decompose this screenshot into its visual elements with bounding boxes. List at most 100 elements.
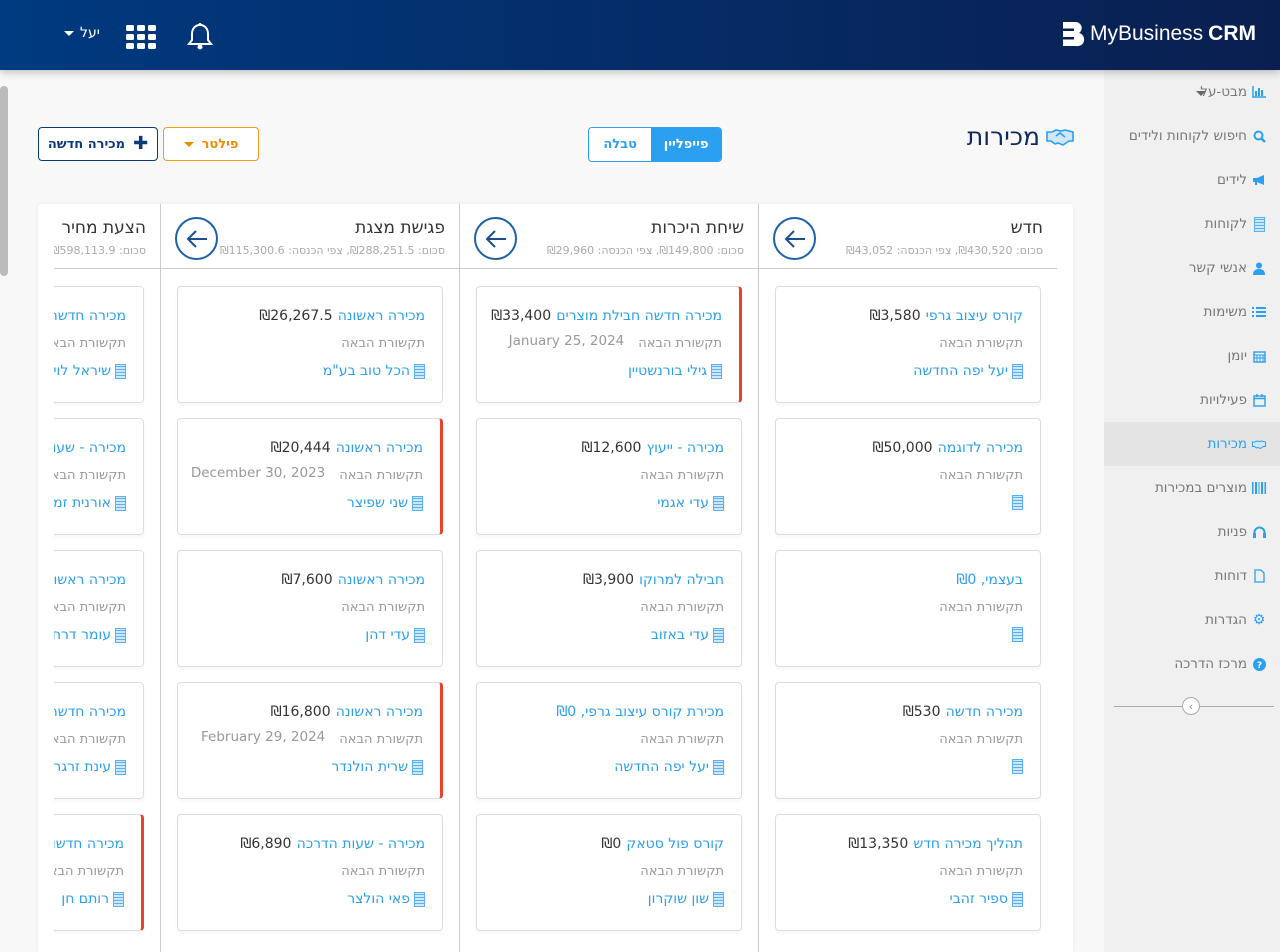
deal-card[interactable]: תהליך מכירה חדש ₪13,350 תקשורת הבאה ספיר… [775,814,1041,931]
building-icon [414,627,425,643]
deal-card[interactable]: מכירה - שעות הדרכה ₪6,890 תקשורת הבאה פא… [177,814,443,931]
column-header: שיחת היכרות סכום: ₪149,800, צפי הכנסה: ₪… [460,204,758,269]
deal-card[interactable]: מכירה ראשונה ₪20,444 תקשורת הבאה December… [177,418,443,535]
apps-grid-icon[interactable] [126,25,156,49]
deal-title[interactable]: קורס עיצוב גרפי [925,308,1023,324]
deal-card[interactable]: מכירה חדשה חבילת מוצרים ₪33,400 תקשורת ה… [476,286,742,403]
sidebar-item-13[interactable]: ? מרכז הדרכה [1104,642,1280,686]
deal-card[interactable]: מכירת קורס עיצוב גרפי, ₪0 תקשורת הבאה יע… [476,682,742,799]
company-link[interactable]: יעל יפה החדשה [487,759,724,775]
company-link[interactable]: עינת זרגר [54,759,126,775]
deal-card[interactable]: מכירה ראשונה ₪26,267.5 תקשורת הבאה הכל ט… [177,286,443,403]
deal-title[interactable]: מכירת קורס עיצוב גרפי, ₪0 [556,704,724,720]
sidebar-item-5[interactable]: משימות [1104,290,1280,334]
sidebar-item-2[interactable]: לידים [1104,158,1280,202]
company-link[interactable]: אורנית זמ [54,495,126,511]
deal-card[interactable]: מכירה ראשונה ₪7,600 תקשורת הבאה עדי דהן [177,550,443,667]
deal-card[interactable]: מכירה לדוגמה ₪50,000 תקשורת הבאה [775,418,1041,535]
sidebar-item-11[interactable]: דוחות [1104,554,1280,598]
caret-down-icon [64,30,74,36]
deal-title[interactable]: חבילה למרוקו [639,572,724,588]
bell-icon[interactable] [186,22,214,52]
deal-title[interactable]: מכירה - ייעוץ [646,440,724,456]
company-link[interactable] [786,627,1023,642]
building-icon [115,495,126,511]
sidebar-item-1[interactable]: חיפוש לקוחות ולידים [1104,114,1280,158]
sidebar-item-3[interactable]: לקוחות [1104,202,1280,246]
sidebar-item-7[interactable]: פעילויות [1104,378,1280,422]
deal-card[interactable]: מכירה חדשה תקשורת הבאה עינת זרגר [54,682,144,799]
deal-title[interactable]: תהליך מכירה חדש [913,836,1023,852]
company-link[interactable]: רותם חן [54,891,124,907]
sidebar-item-12[interactable]: ⚙ הגדרות [1104,598,1280,642]
company-link[interactable]: הכל טוב בע"מ [188,363,425,379]
company-link[interactable]: שיראל לוי [54,363,126,379]
deal-card[interactable]: מכירה - שעו תקשורת הבאה אורנית זמ [54,418,144,535]
company-link[interactable]: שני שפיצר [188,495,423,511]
sidebar-item-8[interactable]: מכירות [1104,422,1280,466]
deal-title[interactable]: מכירה חדשה [945,704,1023,720]
company-link[interactable]: עומר דרח [54,627,126,643]
user-menu[interactable]: יעל [64,25,100,41]
deal-title[interactable]: מכירה לדוגמה [937,440,1023,456]
caret-down-icon[interactable] [1196,91,1206,96]
column-header: הצעת מחיר סכום: ₪598,113.9 [54,204,160,269]
deal-card[interactable]: קורס פול סטאק ₪0 תקשורת הבאה שון שוקרון [476,814,742,931]
company-link[interactable]: פאי הולצר [188,891,425,907]
table-view-button[interactable]: טבלה [589,128,652,161]
arrow-left-icon[interactable] [175,217,218,260]
deal-title[interactable]: מכירה חדשה [54,308,126,324]
sidebar-item-4[interactable]: אנשי קשר [1104,246,1280,290]
sidebar-item-6[interactable]: יומן [1104,334,1280,378]
sidebar-item-0[interactable]: מבט-על [1104,70,1280,114]
company-name: שון שוקרון [647,891,709,907]
deal-card[interactable]: מכירה ראשונה ₪16,800 תקשורת הבאה February… [177,682,443,799]
company-link[interactable]: עדי דהן [188,627,425,643]
deal-title[interactable]: מכירה ראשונה [335,704,423,720]
sidebar-item-10[interactable]: פניות [1104,510,1280,554]
company-name: עינת זרגר [54,759,111,775]
deal-title[interactable]: מכירה חדשה חבילת מוצרים [556,308,722,324]
company-name: שני שפיצר [346,495,408,511]
deal-title[interactable]: מכירה - שעות הדרכה [296,836,425,852]
deal-title[interactable]: מכירה - שעו [54,440,126,456]
deal-title[interactable]: בעצמי, ₪0 [956,572,1023,588]
company-link[interactable]: ספיר זהבי [786,891,1023,907]
deal-card[interactable]: מכירה חדשה ₪530 תקשורת הבאה [775,682,1041,799]
company-link[interactable]: עדי באזוב [487,627,724,643]
deal-card[interactable]: מכירה - ייעוץ ₪12,600 תקשורת הבאה עדי אג… [476,418,742,535]
company-link[interactable] [786,759,1023,774]
deal-card[interactable]: מכירה ראשו תקשורת הבאה עומר דרח [54,550,144,667]
next-contact-label: תקשורת הבאה [339,468,423,483]
filter-button[interactable]: פילטר [163,127,259,161]
deal-card[interactable]: קורס עיצוב גרפי ₪3,580 תקשורת הבאה יעל י… [775,286,1041,403]
deal-title[interactable]: מכירה חדשה [54,704,126,720]
deal-title[interactable]: מכירה חדשו [54,836,124,852]
arrow-left-icon[interactable] [773,217,816,260]
logo[interactable]: MyBusiness CRM [1061,20,1256,48]
sidebar-item-9[interactable]: מוצרים במכירות [1104,466,1280,510]
deal-title[interactable]: מכירה ראשו [54,572,126,588]
pipeline-view-button[interactable]: פייפליין [651,128,721,161]
pipeline-column: שיחת היכרות סכום: ₪149,800, צפי הכנסה: ₪… [459,204,758,952]
new-sale-button[interactable]: ✚ מכירה חדשה [38,127,158,161]
deal-title[interactable]: קורס פול סטאק [626,836,724,852]
deal-title[interactable]: מכירה ראשונה [337,308,425,324]
deal-amount: ₪13,350 [848,836,909,852]
deal-title[interactable]: מכירה ראשונה [335,440,423,456]
next-contact-label: תקשורת הבאה [640,600,724,615]
company-link[interactable]: עדי אגמי [487,495,724,511]
company-link[interactable]: שון שוקרון [487,891,724,907]
scrollbar[interactable] [0,86,8,276]
company-link[interactable] [786,495,1023,510]
deal-card[interactable]: מכירה חדשה תקשורת הבאה שיראל לוי [54,286,144,403]
arrow-left-icon[interactable] [474,217,517,260]
deal-card[interactable]: מכירה חדשו תקשורת הבאה רותם חן [54,814,144,931]
deal-card[interactable]: בעצמי, ₪0 תקשורת הבאה [775,550,1041,667]
collapse-sidebar-chevron-icon[interactable]: › [1182,697,1200,715]
company-link[interactable]: גילי בורנשטיין [487,363,722,379]
company-link[interactable]: שרית הולנדר [188,759,423,775]
company-link[interactable]: יעל יפה החדשה [786,363,1023,379]
deal-title[interactable]: מכירה ראשונה [337,572,425,588]
deal-card[interactable]: חבילה למרוקו ₪3,900 תקשורת הבאה עדי באזו… [476,550,742,667]
